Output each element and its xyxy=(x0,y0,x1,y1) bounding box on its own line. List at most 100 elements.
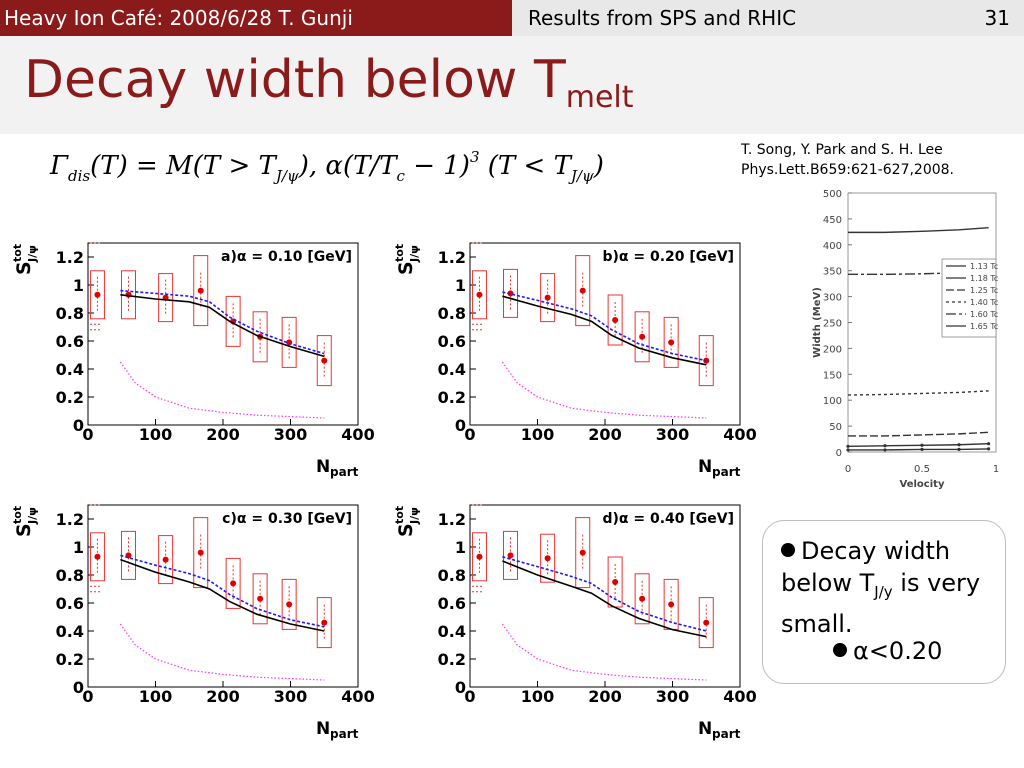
width-series-2 xyxy=(848,431,989,437)
page-number: 31 xyxy=(984,6,1010,30)
y-tick-label: 0.2 xyxy=(438,388,466,407)
y-axis-title-sub: J/ψ xyxy=(408,245,421,263)
y-tick-label: 0.4 xyxy=(56,360,84,379)
y-axis-title-sub: J/ψ xyxy=(26,507,39,525)
formula-sub-jpsi-2: J/ψ xyxy=(570,167,594,185)
y-tick-label: 1.2 xyxy=(438,248,466,267)
x-tick-label: 400 xyxy=(723,425,756,444)
y-tick-label: 0.4 xyxy=(438,622,466,641)
width-y-tick-label: 100 xyxy=(823,396,842,407)
width-y-tick-label: 250 xyxy=(823,319,842,330)
header-left: Heavy Ion Café: 2008/6/28 T. Gunji xyxy=(0,0,512,36)
sys-box xyxy=(634,311,650,363)
theory-curve-1 xyxy=(120,554,325,628)
sys-box xyxy=(607,294,623,346)
x-tick-label: 300 xyxy=(656,425,689,444)
summary-text-b: is very small. xyxy=(781,569,981,638)
plot-frame-3 xyxy=(469,504,741,688)
sys-box xyxy=(471,270,487,320)
data-point xyxy=(639,595,646,602)
width-legend xyxy=(941,258,997,338)
data-point xyxy=(668,339,675,346)
x-tick-label: 400 xyxy=(723,687,756,706)
decay-width-formula: Γdis(T) = M(T > TJ/ψ), α(T/Tc − 1)3 (T <… xyxy=(50,148,604,185)
theory-curve-2 xyxy=(501,623,707,681)
sys-box xyxy=(503,268,518,318)
formula-part6: ) xyxy=(593,151,604,181)
sys-box xyxy=(540,533,556,583)
width-series-3 xyxy=(847,390,989,396)
x-tick-label: 400 xyxy=(341,687,374,706)
sys-box xyxy=(316,335,332,387)
width-legend-label: 1.40 Tc xyxy=(970,298,998,307)
width-y-tick-label: 200 xyxy=(823,344,842,355)
summary-sub-bullet: α<0.20 xyxy=(833,637,942,665)
width-series-marker xyxy=(846,444,850,448)
x-tick-label: 100 xyxy=(521,687,554,706)
theory-curve-0 xyxy=(120,294,325,358)
y-tick-label: 0.8 xyxy=(56,566,84,585)
formula-part4: − 1) xyxy=(404,151,470,181)
x-tick-label: 200 xyxy=(206,425,239,444)
sys-box xyxy=(193,517,209,589)
data-point xyxy=(257,595,264,602)
y-tick-label: 0.6 xyxy=(438,594,466,613)
y-axis-title-sup: tot xyxy=(11,506,24,524)
sys-box xyxy=(471,532,487,582)
y-tick-label: 0.4 xyxy=(438,360,466,379)
section-title: Results from SPS and RHIC xyxy=(528,6,797,30)
x-tick-label: 0 xyxy=(82,687,93,706)
sys-box xyxy=(663,316,679,368)
data-point xyxy=(230,580,237,587)
y-axis-title-sup: tot xyxy=(393,506,406,524)
theory-curve-0 xyxy=(120,558,325,632)
sys-box xyxy=(158,535,174,585)
y-tick-label: 0.8 xyxy=(438,566,466,585)
reference-journal: Phys.Lett.B659:621-627,2008. xyxy=(741,162,955,178)
x-tick-label: 200 xyxy=(206,687,239,706)
y-tick-label: 0.8 xyxy=(56,304,84,323)
data-point xyxy=(703,619,710,626)
width-series-marker xyxy=(987,442,991,446)
sys-box xyxy=(316,597,332,649)
width-y-tick-label: 50 xyxy=(829,422,842,433)
sys-box xyxy=(89,532,105,582)
data-point xyxy=(507,552,514,559)
y-tick-label: 1 xyxy=(455,538,466,557)
reference-authors: T. Song, Y. Park and S. H. Lee xyxy=(741,142,943,158)
data-point xyxy=(544,294,551,301)
summary-bullet: Decay width below TJ/y is very small. xyxy=(781,535,1001,640)
y-tick-label: 1.2 xyxy=(56,248,84,267)
width-series-marker xyxy=(957,447,961,452)
y-axis-title-s: S xyxy=(13,261,35,275)
sys-box xyxy=(503,530,518,580)
x-tick-label: 300 xyxy=(656,687,689,706)
formula-part2: (T) = M(T > T xyxy=(90,151,276,181)
sys-box xyxy=(252,573,268,625)
width-series-marker xyxy=(883,444,887,448)
plot-frame-2 xyxy=(87,504,359,688)
width-y-tick-label: 300 xyxy=(823,293,842,304)
theory-curve-0 xyxy=(502,295,707,366)
y-axis-title-s: S xyxy=(395,261,417,275)
y-axis-title-s: S xyxy=(395,523,417,537)
x-axis-title: N xyxy=(316,719,330,739)
slide-title-sub: melt xyxy=(565,80,634,115)
theory-curve-2 xyxy=(501,361,707,419)
y-tick-label: 1.2 xyxy=(438,510,466,529)
x-axis-title: N xyxy=(698,457,712,477)
y-tick-label: 0 xyxy=(73,678,84,697)
formula-sup-3: 3 xyxy=(469,148,480,166)
width-x-tick-label: 1 xyxy=(993,464,999,475)
slide-title: Decay width below Tmelt xyxy=(24,50,634,128)
data-point xyxy=(197,287,204,294)
width-series-marker xyxy=(920,443,924,447)
formula-sub-dis: dis xyxy=(68,167,91,185)
sys-box xyxy=(698,597,714,649)
width-series-5 xyxy=(848,227,989,234)
plot-frame-1 xyxy=(469,242,741,426)
